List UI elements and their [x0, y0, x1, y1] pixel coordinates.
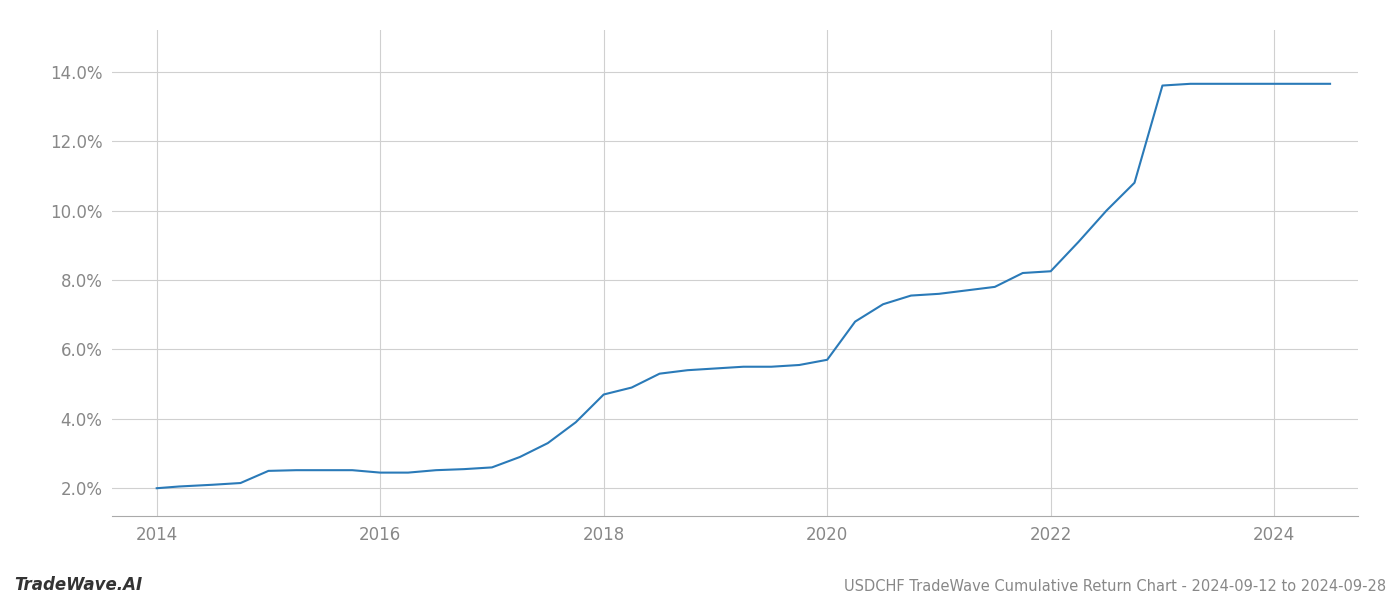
Text: USDCHF TradeWave Cumulative Return Chart - 2024-09-12 to 2024-09-28: USDCHF TradeWave Cumulative Return Chart… [844, 579, 1386, 594]
Text: TradeWave.AI: TradeWave.AI [14, 576, 143, 594]
